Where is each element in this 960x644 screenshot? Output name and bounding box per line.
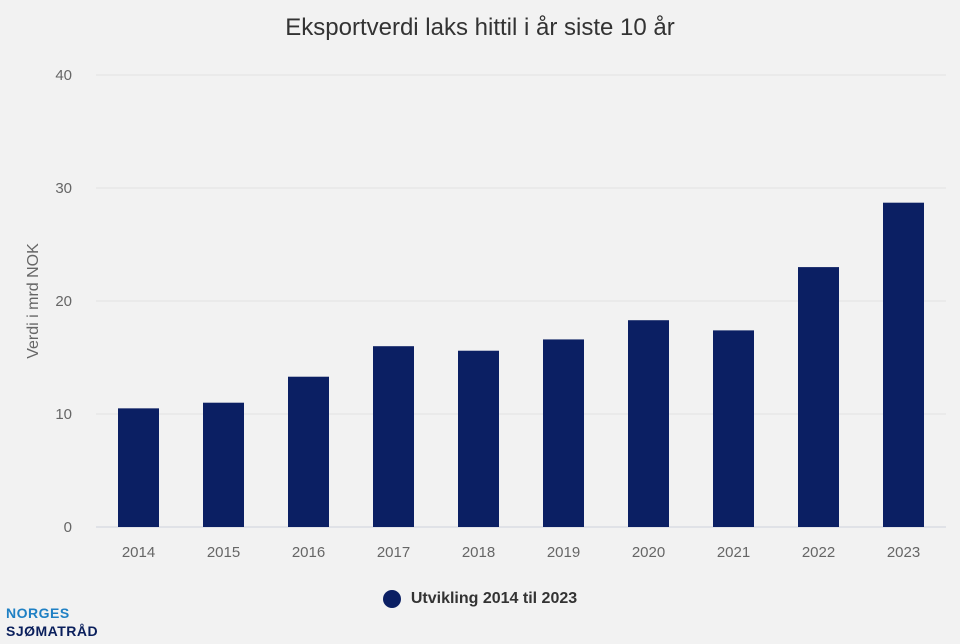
legend-label: Utvikling 2014 til 2023 — [410, 590, 578, 607]
y-tick-label: 20 — [55, 293, 72, 310]
logo-line-1: NORGES — [6, 605, 70, 621]
x-tick-label: 2017 — [377, 544, 410, 561]
legend[interactable]: Utvikling 2014 til 2023 — [0, 590, 960, 608]
x-tick-label: 2014 — [122, 544, 155, 561]
bar-2019[interactable] — [543, 339, 584, 527]
y-tick-label: 40 — [55, 67, 72, 84]
bar-2022[interactable] — [798, 267, 839, 527]
bar-2016[interactable] — [288, 376, 329, 527]
x-tick-label: 2016 — [292, 544, 325, 561]
bar-2021[interactable] — [713, 330, 754, 527]
x-tick-label: 2023 — [887, 544, 920, 561]
logo-line-2: SJØMATRÅD — [6, 623, 99, 639]
norges-sjomatrad-logo: NORGES SJØMATRÅD — [6, 604, 98, 640]
x-tick-label: 2015 — [207, 544, 240, 561]
y-tick-label: 30 — [55, 180, 72, 197]
bar-2018[interactable] — [458, 350, 499, 527]
x-axis-ticks: 2014 2015 2016 2017 2018 2019 2020 2021 2022 2023 — [122, 544, 920, 561]
chart-title: Eksportverdi laks hittil i år siste 10 å… — [285, 14, 675, 41]
bars — [118, 202, 924, 527]
x-tick-label: 2021 — [717, 544, 750, 561]
x-tick-label: 2019 — [547, 544, 580, 561]
bar-2015[interactable] — [203, 402, 244, 527]
y-axis-label: Verdi i mrd NOK — [25, 243, 42, 359]
bar-2017[interactable] — [373, 346, 414, 527]
x-tick-label: 2018 — [462, 544, 495, 561]
legend-swatch — [382, 590, 401, 608]
y-tick-label: 0 — [64, 519, 72, 536]
bar-2023[interactable] — [883, 202, 924, 527]
x-tick-label: 2022 — [802, 544, 835, 561]
y-tick-label: 10 — [55, 406, 72, 423]
bar-2020[interactable] — [628, 320, 669, 527]
x-tick-label: 2020 — [632, 544, 665, 561]
bar-2014[interactable] — [118, 408, 159, 527]
y-axis-ticks: 0 10 20 30 40 — [55, 67, 72, 536]
